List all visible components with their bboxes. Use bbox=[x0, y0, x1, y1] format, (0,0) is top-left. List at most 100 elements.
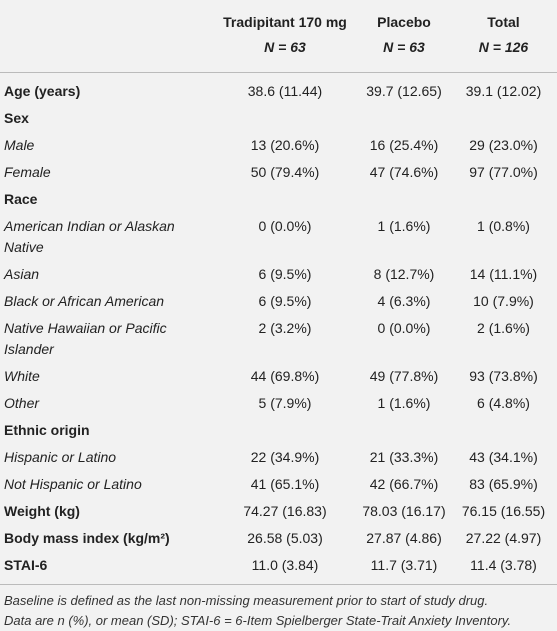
row-label: Black or African American bbox=[4, 293, 165, 309]
cell-value: 78.03 (16.17) bbox=[362, 503, 446, 519]
cell-value: 41 (65.1%) bbox=[250, 476, 320, 492]
table-row: Ethnic origin bbox=[0, 417, 557, 444]
table-row: Race bbox=[0, 186, 557, 213]
table-row: American Indian or Alaskan Native 0 (0.0%… bbox=[0, 213, 557, 261]
empty-cell bbox=[358, 105, 450, 132]
cell-value: 27.22 (4.97) bbox=[465, 530, 542, 546]
table-row: Hispanic or Latino 22 (34.9%) 21 (33.3%) 43… bbox=[0, 444, 557, 471]
row-label: Sex bbox=[4, 110, 29, 126]
table-row: Female 50 (79.4%) 47 (74.6%) 97 (77.0%) bbox=[0, 159, 557, 186]
cell-value: 27.87 (4.86) bbox=[366, 530, 442, 546]
table-header: Tradipitant 170 mg Placebo Total N = 63 N =… bbox=[0, 0, 557, 73]
cell-value: 49 (77.8%) bbox=[369, 368, 439, 384]
cell-value: 42 (66.7%) bbox=[369, 476, 439, 492]
footnote: Data are n (%), or mean (SD); STAI-6 = 6… bbox=[4, 613, 512, 628]
cell-value: 2 (3.2%) bbox=[258, 320, 312, 336]
table-row: Weight (kg) 74.27 (16.83) 78.03 (16.17) 76.… bbox=[0, 498, 557, 525]
row-label: Age (years) bbox=[4, 83, 81, 99]
table-row: White 44 (69.8%) 49 (77.8%) 93 (73.8%) bbox=[0, 363, 557, 390]
cell-value: 93 (73.8%) bbox=[469, 368, 538, 384]
footnote: Baseline is defined as the last non-miss… bbox=[4, 593, 489, 608]
empty-cell bbox=[358, 186, 450, 213]
cell-value: 4 (6.3%) bbox=[377, 293, 431, 309]
empty-cell bbox=[212, 186, 358, 213]
cell-value: 10 (7.9%) bbox=[473, 293, 534, 309]
table-row: STAI-6 11.0 (3.84) 11.7 (3.71) 11.4 (3.78) bbox=[0, 552, 557, 585]
cell-value: 0 (0.0%) bbox=[377, 320, 431, 336]
column-n: N = 126 bbox=[450, 35, 557, 73]
row-label: Body mass index (kg/m²) bbox=[4, 530, 170, 546]
empty-cell bbox=[212, 105, 358, 132]
cell-value: 47 (74.6%) bbox=[369, 164, 439, 180]
row-label: Other bbox=[4, 395, 40, 411]
cell-value: 14 (11.1%) bbox=[469, 266, 538, 282]
table-row: Age (years) 38.6 (11.44) 39.7 (12.65) 39.1 … bbox=[0, 73, 557, 106]
cell-value: 39.1 (12.02) bbox=[465, 83, 542, 99]
cell-value: 11.4 (3.78) bbox=[450, 552, 557, 585]
cell-value: 1 (0.8%) bbox=[477, 218, 530, 234]
cell-value: 38.6 (11.44) bbox=[247, 83, 323, 99]
column-n: N = 63 bbox=[358, 35, 450, 73]
table-row: Asian 6 (9.5%) 8 (12.7%) 14 (11.1%) bbox=[0, 261, 557, 288]
column-n: N = 63 bbox=[212, 35, 358, 73]
row-label: Hispanic or Latino bbox=[4, 449, 117, 465]
cell-value: 74.27 (16.83) bbox=[243, 503, 327, 519]
cell-value: 6 (9.5%) bbox=[258, 266, 312, 282]
cell-value: 11.7 (3.71) bbox=[358, 552, 450, 585]
cell-value: 44 (69.8%) bbox=[250, 368, 320, 384]
cell-value: 76.15 (16.55) bbox=[461, 503, 546, 519]
empty-cell bbox=[450, 417, 557, 444]
cell-value: 6 (9.5%) bbox=[258, 293, 312, 309]
cell-value: 1 (1.6%) bbox=[377, 218, 431, 234]
cell-value: 8 (12.7%) bbox=[373, 266, 435, 282]
column-name: Total bbox=[487, 14, 520, 30]
row-label: Not Hispanic or Latino bbox=[4, 476, 142, 492]
row-label: Race bbox=[4, 191, 38, 207]
row-label: Female bbox=[4, 164, 51, 180]
header-blank bbox=[0, 35, 212, 73]
table-row: Sex bbox=[0, 105, 557, 132]
table-row: Not Hispanic or Latino 41 (65.1%) 42 (66.7… bbox=[0, 471, 557, 498]
cell-value: 22 (34.9%) bbox=[250, 449, 320, 465]
cell-value: 11.0 (3.84) bbox=[212, 552, 358, 585]
footnotes: Baseline is defined as the last non-miss… bbox=[0, 585, 557, 631]
row-label: STAI-6 bbox=[0, 552, 212, 585]
table-row: Other 5 (7.9%) 1 (1.6%) 6 (4.8%) bbox=[0, 390, 557, 417]
row-label: Native Hawaiian or Pacific Islander bbox=[4, 320, 167, 357]
column-name: Placebo bbox=[377, 14, 431, 30]
cell-value: 6 (4.8%) bbox=[477, 395, 530, 411]
empty-cell bbox=[450, 105, 557, 132]
empty-cell bbox=[358, 417, 450, 444]
cell-value: 39.7 (12.65) bbox=[366, 83, 442, 99]
cell-value: 2 (1.6%) bbox=[477, 320, 530, 336]
row-label: Asian bbox=[4, 266, 40, 282]
cell-value: 26.58 (5.03) bbox=[247, 530, 323, 546]
empty-cell bbox=[212, 417, 358, 444]
header-blank bbox=[0, 0, 212, 35]
column-name: Tradipitant 170 mg bbox=[223, 14, 347, 30]
cell-value: 50 (79.4%) bbox=[250, 164, 320, 180]
table-body: Age (years) 38.6 (11.44) 39.7 (12.65) 39.1 … bbox=[0, 73, 557, 585]
cell-value: 13 (20.6%) bbox=[250, 137, 320, 153]
baseline-table: Tradipitant 170 mg Placebo Total N = 63 N =… bbox=[0, 0, 557, 585]
row-label: Ethnic origin bbox=[4, 422, 90, 438]
cell-value: 29 (23.0%) bbox=[469, 137, 538, 153]
row-label: White bbox=[4, 368, 40, 384]
row-label: Weight (kg) bbox=[4, 503, 80, 519]
cell-value: 16 (25.4%) bbox=[369, 137, 439, 153]
cell-value: 97 (77.0%) bbox=[469, 164, 538, 180]
table-row: Native Hawaiian or Pacific Islander 2 (3.… bbox=[0, 315, 557, 363]
cell-value: 1 (1.6%) bbox=[377, 395, 431, 411]
cell-value: 0 (0.0%) bbox=[258, 218, 312, 234]
cell-value: 21 (33.3%) bbox=[369, 449, 439, 465]
cell-value: 83 (65.9%) bbox=[469, 476, 538, 492]
empty-cell bbox=[450, 186, 557, 213]
row-label: Male bbox=[4, 137, 35, 153]
cell-value: 43 (34.1%) bbox=[469, 449, 538, 465]
cell-value: 5 (7.9%) bbox=[258, 395, 312, 411]
row-label: American Indian or Alaskan Native bbox=[4, 218, 175, 255]
table-row: Male 13 (20.6%) 16 (25.4%) 29 (23.0%) bbox=[0, 132, 557, 159]
table-row: Body mass index (kg/m²) 26.58 (5.03) 27.87… bbox=[0, 525, 557, 552]
table-row: Black or African American 6 (9.5%) 4 (6.3%… bbox=[0, 288, 557, 315]
